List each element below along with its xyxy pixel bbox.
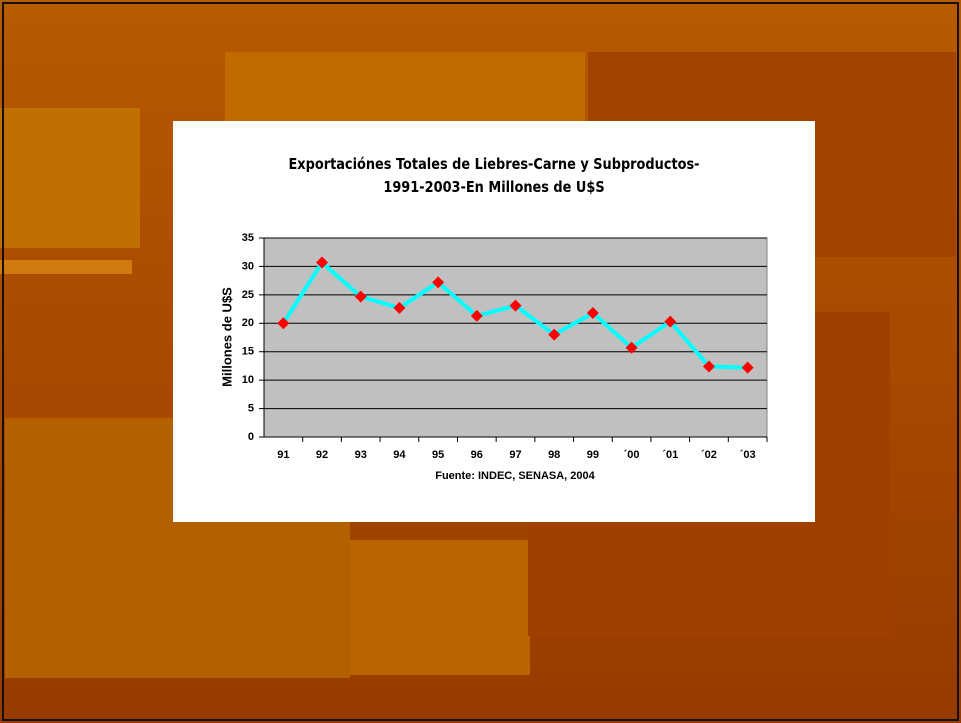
x-tick-label: 95 <box>432 449 444 461</box>
y-tick-label: 5 <box>248 402 254 414</box>
data-marker <box>509 299 522 312</box>
chart-card: Exportaciónes Totales de Liebres-Carne y… <box>173 121 815 522</box>
chart-title: Exportaciónes Totales de Liebres-Carne y… <box>288 155 700 196</box>
x-tick-label: ´00 <box>624 449 640 461</box>
data-marker <box>393 301 406 314</box>
data-marker <box>432 276 445 289</box>
x-tick-label: 91 <box>277 449 289 461</box>
data-marker <box>316 256 329 269</box>
decor <box>225 52 585 122</box>
data-marker <box>741 361 754 374</box>
x-tick-label: 99 <box>587 449 599 461</box>
data-marker <box>702 360 715 373</box>
x-tick-label: 96 <box>471 449 483 461</box>
y-axis-label: Millones de U$S <box>219 287 234 387</box>
y-tick-label: 20 <box>242 317 254 329</box>
x-tick-label: ´01 <box>662 449 678 461</box>
data-marker <box>277 317 290 330</box>
y-tick-label: 15 <box>242 346 254 358</box>
y-tick-label: 10 <box>242 374 254 386</box>
x-tick-label: 97 <box>509 449 521 461</box>
data-marker <box>548 328 561 341</box>
chart: Millones de U$S Fuente: INDEC, SENASA, 2… <box>219 232 768 482</box>
x-tick-label: 92 <box>316 449 328 461</box>
data-marker <box>625 341 638 354</box>
data-marker <box>664 315 677 328</box>
data-marker <box>470 309 483 322</box>
y-tick-label: 0 <box>248 431 254 443</box>
decor <box>350 540 530 675</box>
x-tick-label: 94 <box>393 449 406 461</box>
data-marker <box>586 307 599 320</box>
x-tick-label: 98 <box>548 449 560 461</box>
plot-area <box>263 237 768 438</box>
data-marker <box>354 290 367 303</box>
x-tick-label: ´02 <box>701 449 717 461</box>
decor <box>0 260 132 274</box>
x-tick-label: ´03 <box>740 449 756 461</box>
x-tick-label: 93 <box>355 449 367 461</box>
decor <box>0 108 140 248</box>
y-tick-label: 25 <box>242 289 254 301</box>
source-note: Fuente: INDEC, SENASA, 2004 <box>435 470 595 482</box>
y-tick-label: 35 <box>242 232 254 244</box>
y-tick-label: 30 <box>242 260 254 272</box>
